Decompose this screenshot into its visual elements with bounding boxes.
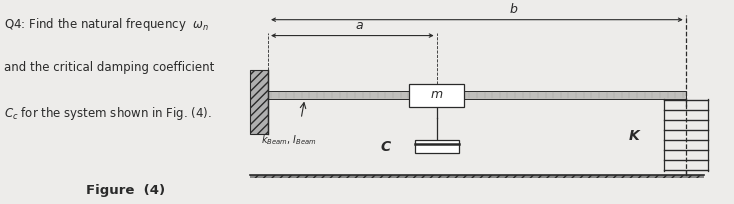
Text: $k_{Beam}$, $I_{Beam}$: $k_{Beam}$, $I_{Beam}$ <box>261 132 316 146</box>
Text: Figure  (4): Figure (4) <box>86 184 165 196</box>
Bar <box>409 84 464 107</box>
Text: K: K <box>629 129 640 142</box>
Text: and the critical damping coefficient: and the critical damping coefficient <box>4 61 215 74</box>
Text: C: C <box>380 140 390 153</box>
Bar <box>415 140 459 153</box>
Text: $C_c$ for the system shown in Fig. (4).: $C_c$ for the system shown in Fig. (4). <box>4 104 212 121</box>
Bar <box>250 175 704 178</box>
Text: b: b <box>509 3 517 16</box>
Text: Q4: Find the natural frequency  $\omega_n$: Q4: Find the natural frequency $\omega_n… <box>4 16 209 33</box>
Text: m: m <box>431 87 443 100</box>
Bar <box>268 92 686 99</box>
Text: a: a <box>356 19 363 31</box>
Bar <box>250 71 268 134</box>
